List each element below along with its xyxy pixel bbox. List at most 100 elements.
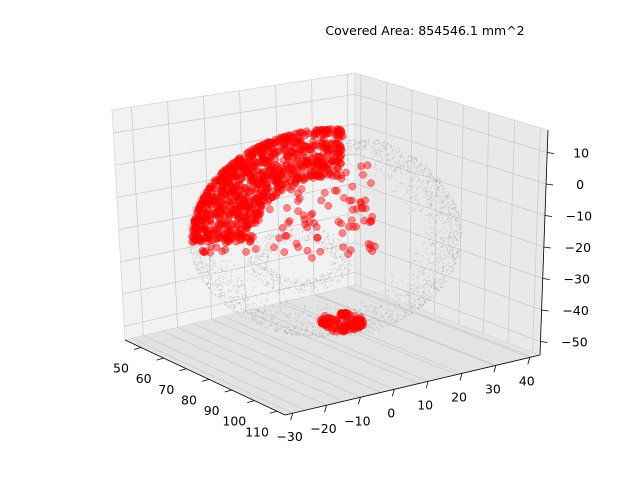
surface-point: [212, 266, 215, 268]
surface-point: [281, 328, 283, 330]
surface-point: [360, 316, 362, 318]
surface-point: [307, 322, 309, 324]
surface-point: [200, 191, 202, 193]
surface-point: [397, 263, 399, 265]
surface-point: [410, 159, 412, 161]
covered-point: [336, 321, 344, 330]
surface-point: [416, 160, 418, 162]
surface-point: [380, 306, 383, 308]
surface-point: [437, 214, 439, 216]
covered-point: [348, 196, 356, 205]
covered-point: [347, 216, 356, 225]
surface-point: [256, 274, 258, 276]
surface-point: [391, 319, 393, 321]
surface-point: [267, 159, 270, 161]
surface-point: [199, 254, 201, 256]
surface-point: [327, 233, 329, 235]
surface-point: [442, 281, 444, 284]
surface-point: [220, 264, 222, 267]
surface-point: [282, 301, 284, 303]
surface-point: [355, 147, 358, 150]
x-tick-label: 70: [158, 382, 174, 397]
surface-point: [333, 334, 335, 336]
surface-point: [455, 239, 457, 241]
surface-point: [428, 170, 430, 172]
surface-point: [232, 309, 234, 312]
surface-point: [316, 278, 319, 280]
surface-point: [365, 142, 367, 144]
surface-point: [273, 147, 275, 150]
surface-point: [198, 272, 200, 274]
surface-point: [415, 276, 418, 278]
surface-point: [402, 316, 405, 319]
surface-point: [440, 246, 442, 248]
surface-point: [255, 261, 257, 263]
surface-point: [389, 177, 391, 180]
surface-point: [435, 243, 438, 245]
surface-point: [284, 239, 286, 242]
surface-point: [391, 170, 394, 172]
surface-point: [302, 284, 304, 286]
surface-point: [252, 302, 254, 304]
surface-point: [276, 306, 279, 308]
surface-point: [385, 146, 387, 149]
surface-point: [376, 302, 379, 304]
surface-point: [267, 245, 269, 247]
surface-point: [426, 187, 429, 189]
surface-point: [427, 175, 430, 178]
surface-point: [446, 194, 448, 197]
surface-point: [380, 170, 382, 173]
surface-point: [430, 173, 432, 175]
covered-point: [231, 231, 240, 240]
surface-point: [433, 264, 435, 267]
surface-point: [202, 279, 204, 281]
surface-point: [426, 280, 429, 282]
grid-line: [131, 338, 293, 414]
surface-point: [430, 298, 433, 300]
surface-point: [403, 165, 405, 167]
surface-point: [267, 294, 269, 296]
surface-point: [232, 298, 235, 301]
surface-point: [455, 225, 457, 227]
surface-point: [306, 329, 308, 331]
surface-point: [401, 281, 404, 283]
surface-point: [364, 143, 366, 145]
surface-point: [290, 330, 292, 332]
surface-point: [301, 290, 303, 292]
surface-point: [452, 209, 455, 211]
surface-point: [264, 264, 266, 266]
surface-point: [262, 250, 264, 252]
surface-point: [368, 326, 370, 328]
surface-point: [446, 218, 449, 220]
surface-point: [459, 224, 461, 226]
surface-point: [336, 297, 338, 299]
surface-point: [391, 314, 393, 316]
surface-point: [450, 228, 452, 231]
surface-point: [192, 206, 195, 209]
surface-point: [274, 313, 276, 315]
surface-point: [252, 318, 254, 320]
surface-point: [454, 237, 457, 239]
surface-point: [452, 256, 454, 258]
surface-point: [300, 323, 303, 325]
surface-point: [195, 202, 197, 204]
surface-point: [388, 316, 390, 318]
surface-point: [305, 327, 307, 329]
surface-point: [414, 253, 417, 255]
surface-point: [408, 172, 410, 174]
surface-point: [262, 266, 265, 268]
surface-point: [427, 297, 430, 299]
surface-point: [315, 278, 317, 280]
surface-point: [220, 292, 222, 295]
surface-point: [443, 265, 445, 267]
surface-point: [211, 283, 213, 285]
surface-point: [400, 170, 402, 172]
surface-point: [197, 198, 199, 200]
covered-point: [200, 225, 209, 234]
surface-point: [340, 255, 342, 257]
surface-point: [352, 139, 354, 141]
surface-point: [426, 214, 428, 216]
surface-point: [357, 142, 359, 144]
surface-point: [324, 247, 326, 249]
surface-point: [278, 292, 280, 295]
